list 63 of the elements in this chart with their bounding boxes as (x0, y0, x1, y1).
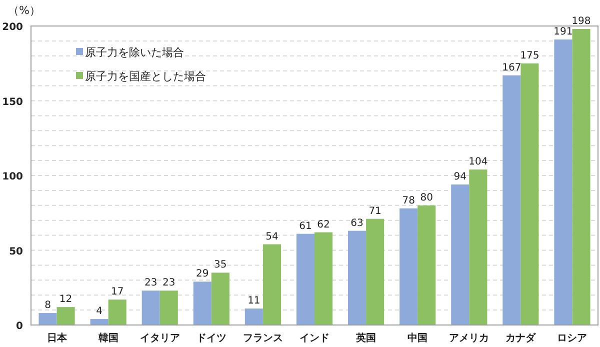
data-label: 167 (502, 62, 522, 74)
bar (520, 63, 539, 325)
bar (262, 244, 281, 325)
data-label: 175 (520, 50, 540, 62)
x-tick-label: フランス (242, 333, 283, 344)
data-label: 12 (59, 294, 72, 306)
x-tick-label: ロシア (557, 333, 588, 344)
data-label: 63 (350, 218, 364, 229)
bar (400, 208, 418, 325)
x-tick-label: インド (300, 333, 330, 344)
bar (244, 308, 263, 325)
data-label: 191 (554, 26, 573, 38)
data-label: 29 (196, 268, 209, 280)
x-tick-label: カナダ (506, 332, 537, 344)
data-label: 71 (368, 206, 382, 217)
bar (366, 218, 384, 325)
y-tick-label: 50 (9, 246, 24, 258)
x-tick-label: 中国 (408, 332, 428, 344)
x-tick-label: 日本 (46, 332, 68, 344)
x-tick-label: 韓国 (98, 332, 118, 344)
y-tick-label: 100 (2, 172, 24, 182)
y-tick-label: 150 (2, 96, 24, 108)
data-label: 61 (299, 220, 312, 232)
legend-label: 原子力を国産とした場合 (85, 70, 206, 83)
bar (90, 319, 108, 325)
data-label: 198 (572, 16, 591, 27)
x-tick-label: ドイツ (196, 333, 226, 344)
bar (142, 290, 160, 325)
data-label: 11 (248, 296, 260, 307)
data-label: 35 (214, 260, 227, 271)
legend-label: 原子力を除いた場合 (85, 46, 184, 59)
x-tick-label: 英国 (355, 332, 376, 344)
bar (418, 205, 436, 325)
data-label: 104 (468, 156, 488, 168)
y-tick-label: 200 (2, 22, 24, 33)
bar (193, 282, 212, 325)
data-label: 4 (96, 306, 102, 318)
data-label: 62 (317, 219, 330, 230)
x-tick-label: アメリカ (449, 333, 490, 344)
y-tick-label: 0 (16, 321, 24, 332)
bar (160, 290, 178, 325)
bar (348, 230, 366, 325)
data-label: 17 (110, 286, 124, 298)
bar (38, 313, 57, 325)
bar (108, 300, 126, 325)
bar (314, 232, 333, 325)
data-label: 80 (420, 192, 433, 204)
bar (572, 28, 590, 325)
bar (469, 170, 488, 325)
bar (502, 75, 521, 325)
bar (211, 272, 230, 325)
data-label: 23 (162, 278, 176, 289)
bar (296, 234, 314, 325)
data-label: 54 (266, 231, 278, 242)
y-axis-title: （%） (8, 4, 40, 17)
bar (56, 307, 75, 325)
data-label: 8 (44, 300, 51, 312)
x-tick-label: イタリア (140, 333, 180, 344)
bar (451, 184, 470, 325)
bar (554, 39, 572, 325)
data-label: 78 (402, 195, 415, 206)
data-label: 23 (144, 278, 158, 289)
data-label: 94 (454, 171, 466, 182)
